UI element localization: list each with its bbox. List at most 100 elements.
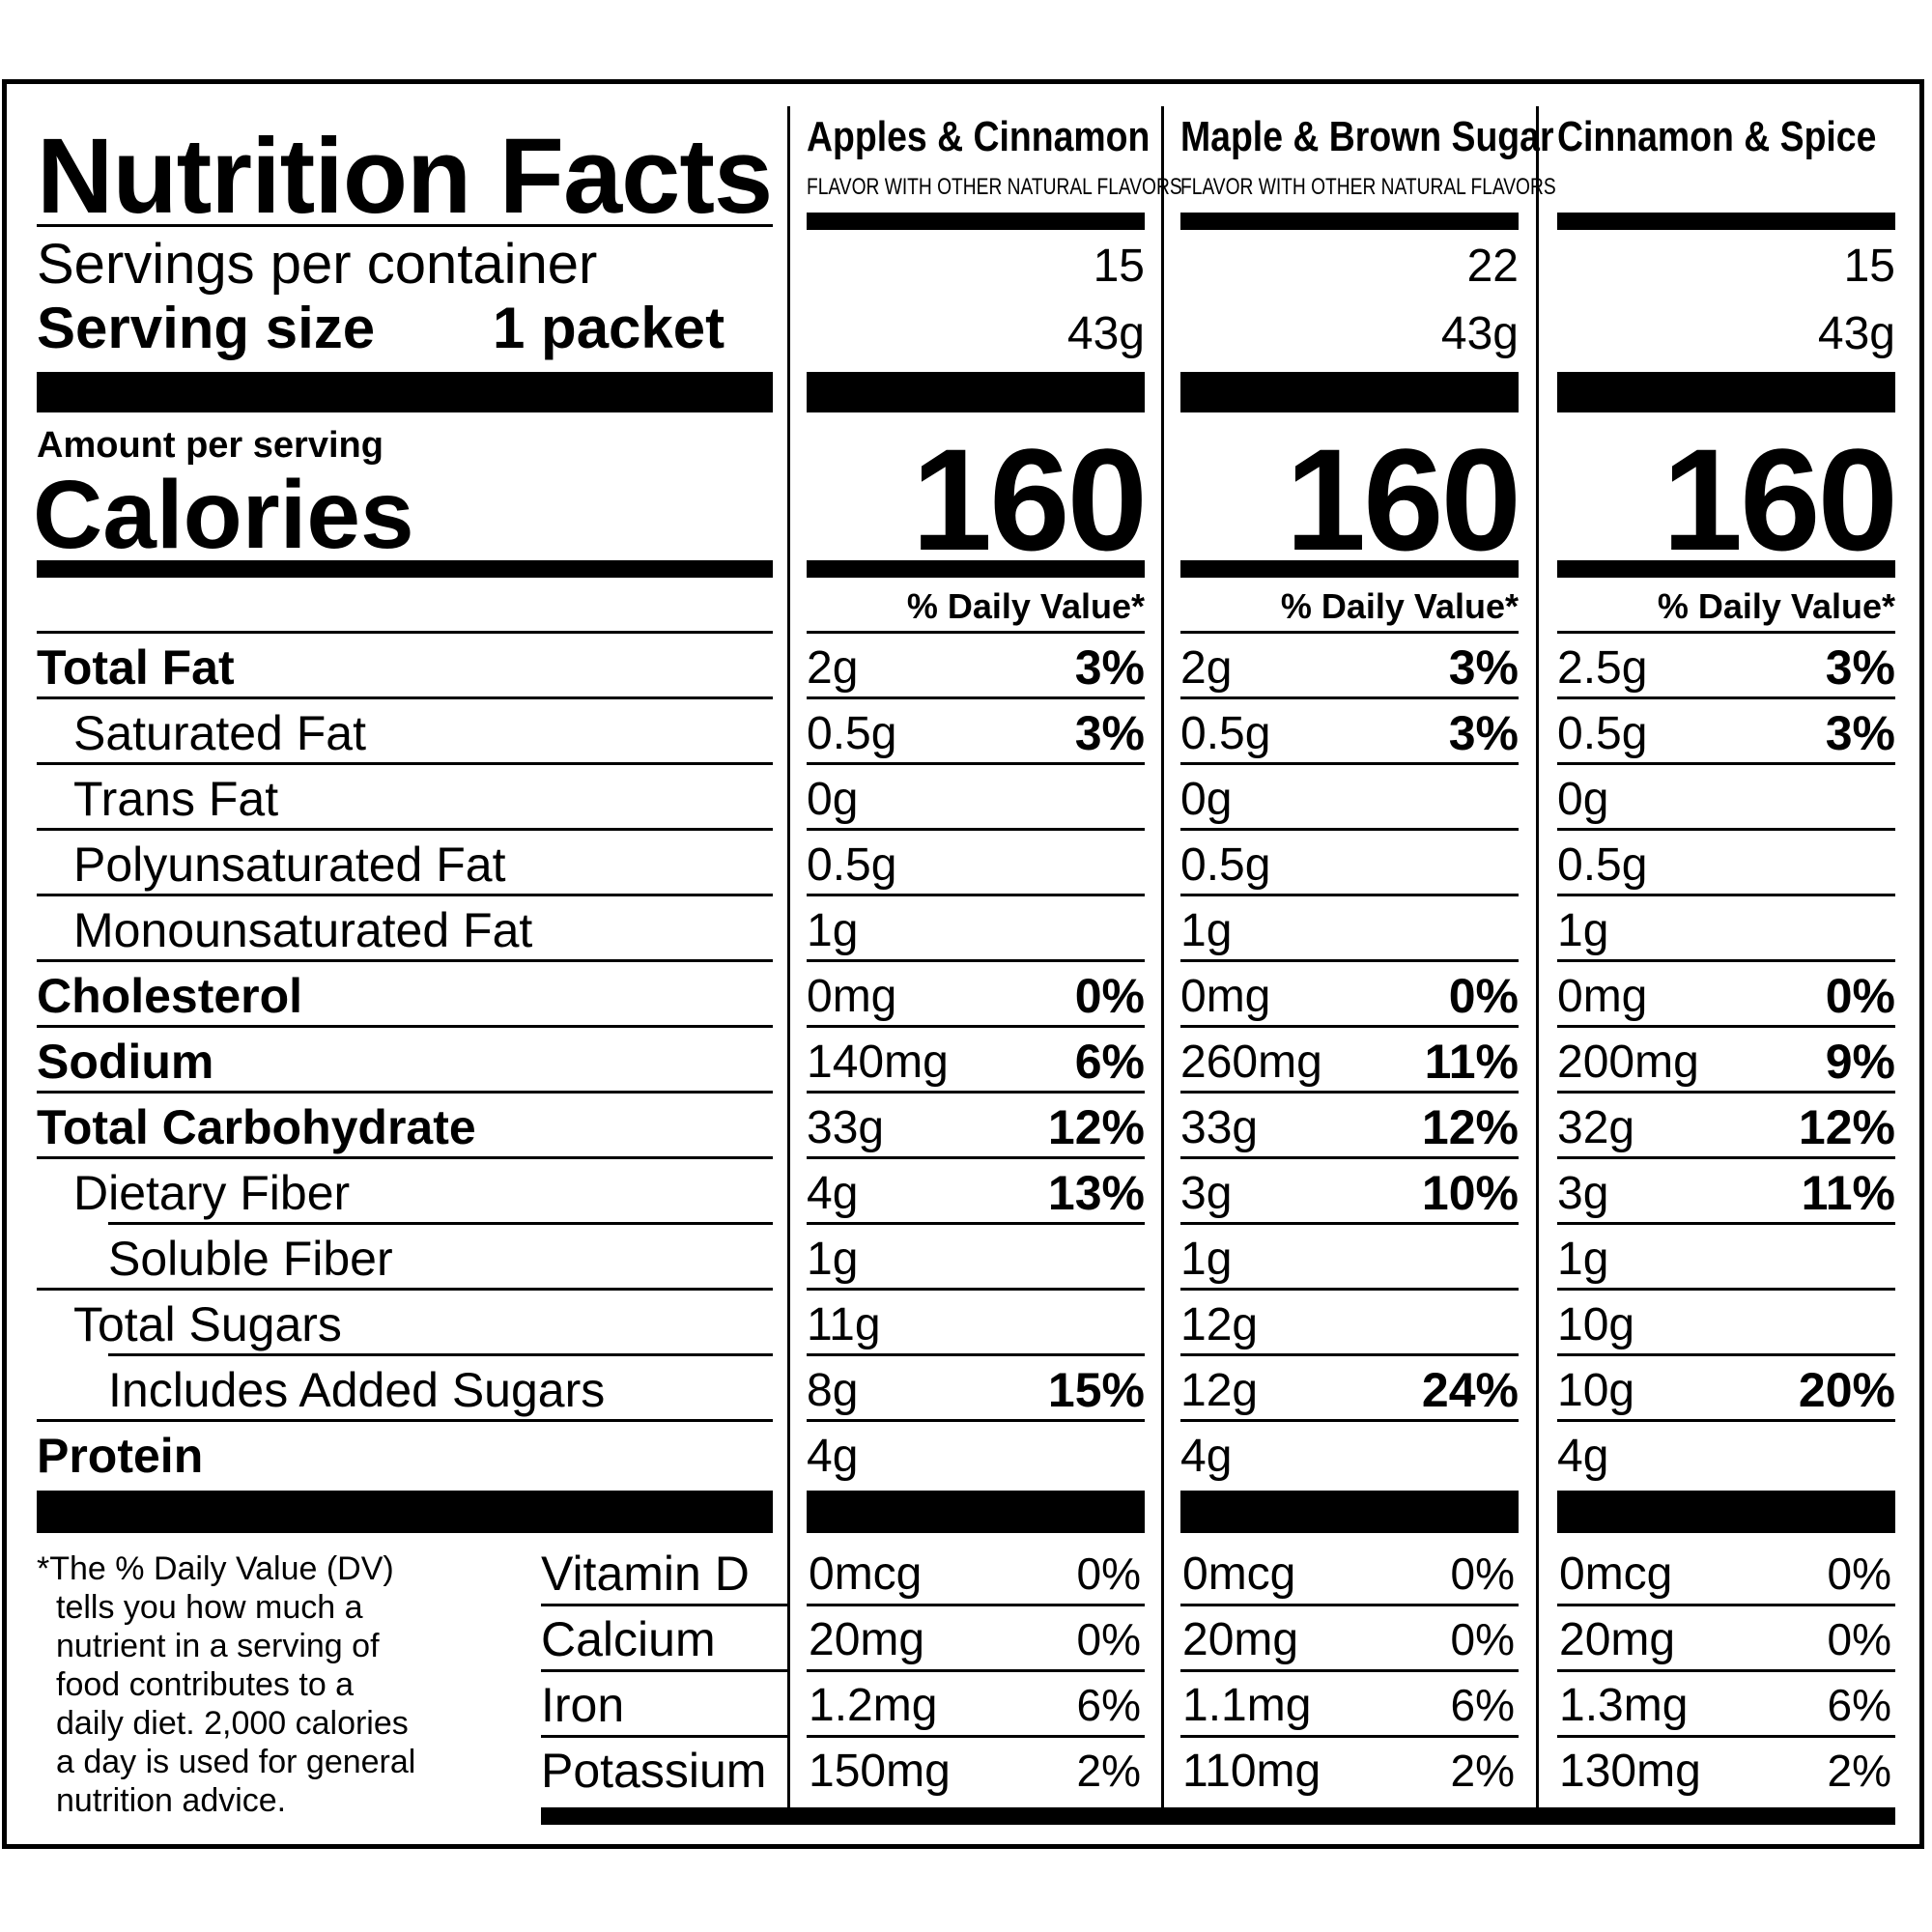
row-rule (37, 959, 773, 962)
daily-value-header: % Daily Value* (1657, 586, 1895, 626)
row-rule (807, 1222, 1145, 1225)
nutrient-dv: 0% (1448, 969, 1519, 1023)
row-rule (1180, 1025, 1519, 1028)
micro-amount: 110mg (1182, 1746, 1321, 1797)
nutrient-dv: 13% (1047, 1166, 1145, 1220)
calories-value: 160 (1662, 418, 1898, 581)
micro-label: Potassium (541, 1744, 767, 1798)
row-rule (807, 1156, 1145, 1159)
nutrient-label: Total Fat (37, 640, 235, 695)
row-rule (807, 894, 1145, 896)
nutrient-amount: 1g (1557, 905, 1609, 956)
micro-rule (807, 1735, 1145, 1738)
servings-label: Servings per container (37, 233, 598, 296)
micro-dv: 0% (1827, 1548, 1891, 1599)
bottom-bar (541, 1807, 1895, 1825)
micro-dv: 2% (1450, 1746, 1515, 1796)
row-rule (807, 762, 1145, 765)
micro-dv: 6% (1450, 1680, 1515, 1730)
nutrient-dv: 3% (1074, 706, 1145, 760)
nutrient-label: Sodium (37, 1035, 214, 1089)
header-bar (807, 213, 1145, 230)
row-rule (1557, 631, 1895, 634)
micro-dv: 6% (1076, 1680, 1141, 1730)
row-rule (1180, 631, 1519, 634)
row-rule (1557, 762, 1895, 765)
micro-rule (541, 1669, 787, 1672)
nutrient-amount: 32g (1557, 1102, 1635, 1153)
nutrient-dv: 9% (1825, 1035, 1895, 1089)
nutrient-dv: 3% (1825, 706, 1895, 760)
micro-rule (1180, 1669, 1519, 1672)
row-rule (807, 959, 1145, 962)
nutrient-dv: 6% (1074, 1035, 1145, 1089)
nutrient-dv: 0% (1825, 969, 1895, 1023)
thick-bar-bottom (807, 1491, 1145, 1533)
nutrient-amount: 4g (807, 1431, 859, 1482)
nutrient-amount: 0.5g (1180, 708, 1271, 759)
micro-label: Vitamin D (541, 1547, 750, 1601)
footnote-line: daily diet. 2,000 calories (56, 1705, 409, 1742)
title-rule (37, 224, 773, 227)
product-subtitle: FLAVOR WITH OTHER NATURAL FLAVORS (807, 174, 1182, 200)
nutrient-dv: 3% (1825, 640, 1895, 695)
micro-amount: 20mg (809, 1614, 925, 1665)
row-rule (807, 631, 1145, 634)
nutrient-label: Cholesterol (37, 969, 303, 1023)
micro-rule (1557, 1735, 1895, 1738)
footnote-line: nutrient in a serving of (56, 1628, 380, 1664)
nutrient-dv: 12% (1798, 1100, 1895, 1154)
nutrient-amount: 3g (1180, 1168, 1233, 1219)
nutrient-amount: 4g (1180, 1431, 1233, 1482)
micro-rule (1557, 1669, 1895, 1672)
micro-amount: 0mcg (1182, 1548, 1296, 1600)
micro-rule (1557, 1604, 1895, 1606)
nutrient-amount: 0mg (1557, 971, 1648, 1022)
row-rule (807, 1091, 1145, 1094)
micro-dv: 0% (1450, 1548, 1515, 1599)
nutrient-dv: 11% (1424, 1035, 1519, 1089)
nutrient-label: Protein (37, 1429, 204, 1483)
nutrient-label: Includes Added Sugars (108, 1363, 606, 1417)
footnote-line: *The % Daily Value (DV) (37, 1550, 394, 1587)
calories-bar (37, 560, 773, 578)
row-rule (807, 828, 1145, 831)
nutrient-amount: 10g (1557, 1299, 1635, 1350)
nutrient-dv: 3% (1448, 706, 1519, 760)
row-rule (1180, 1091, 1519, 1094)
daily-value-header: % Daily Value* (1280, 586, 1519, 626)
nutrient-amount: 0g (1180, 774, 1233, 825)
nutrient-amount: 1g (1557, 1234, 1609, 1285)
micro-amount: 1.3mg (1559, 1680, 1689, 1731)
product-name: Cinnamon & Spice (1557, 113, 1877, 160)
nutrient-dv: 15% (1047, 1363, 1145, 1417)
header-bar (1180, 213, 1519, 230)
micro-rule (1180, 1604, 1519, 1606)
row-rule (1180, 959, 1519, 962)
label-title: Nutrition Facts (37, 117, 773, 236)
nutrient-amount: 12g (1180, 1299, 1259, 1350)
row-rule (1557, 959, 1895, 962)
nutrient-dv: 10% (1421, 1166, 1519, 1220)
nutrient-dv: 20% (1798, 1363, 1895, 1417)
serving-size-value: 1 packet (493, 296, 725, 360)
nutrient-amount: 1g (807, 1234, 859, 1285)
micro-dv: 0% (1076, 1614, 1141, 1664)
micro-dv: 2% (1076, 1746, 1141, 1796)
calories-value: 160 (911, 418, 1148, 581)
row-rule (1557, 1288, 1895, 1291)
nutrient-amount: 2g (807, 642, 859, 694)
row-rule (1180, 894, 1519, 896)
micro-dv: 2% (1827, 1746, 1891, 1796)
row-rule (1180, 1288, 1519, 1291)
footnote-line: a day is used for general (56, 1744, 416, 1780)
header-bar (1557, 213, 1895, 230)
serving-size-value: 43g (1817, 308, 1895, 359)
calories-value: 160 (1285, 418, 1521, 581)
nutrient-amount: 4g (807, 1168, 859, 1219)
label-border (2, 79, 1924, 1849)
nutrient-dv: 24% (1421, 1363, 1519, 1417)
row-rule (807, 1025, 1145, 1028)
nutrient-amount: 33g (1180, 1102, 1259, 1153)
thick-bar-bottom (1557, 1491, 1895, 1533)
